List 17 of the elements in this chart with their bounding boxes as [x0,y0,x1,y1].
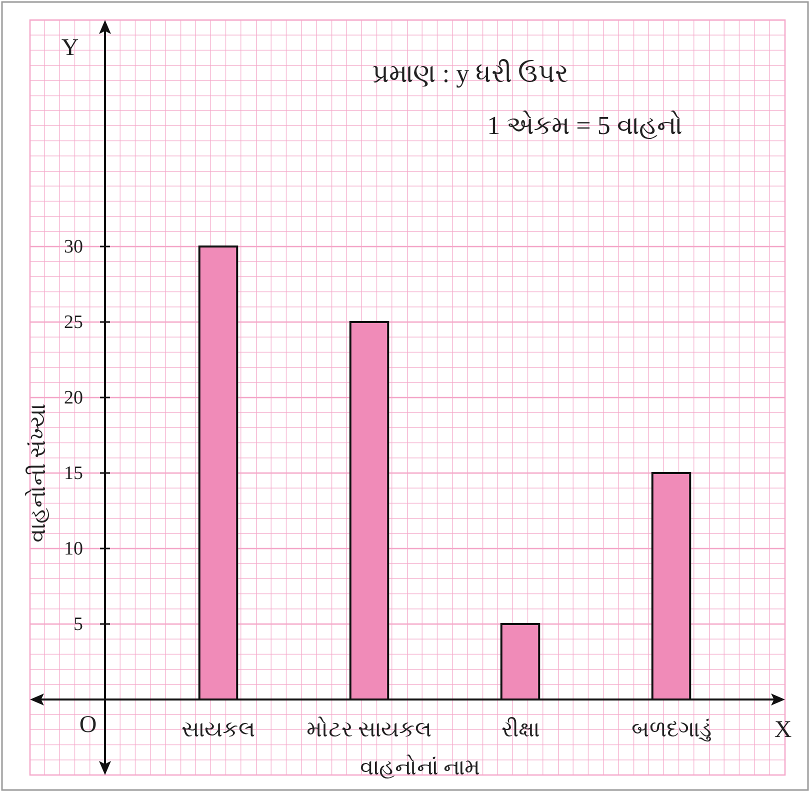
xtick: સાયકલ [181,716,256,742]
xtick: બળદગાડું [631,716,712,742]
ytick: 10 [64,538,83,560]
annotation: X [774,717,792,743]
xtick: મોટર સાયકલ [306,716,432,742]
xlabel: વાહનોનાં નામ [360,754,480,780]
annotation: Y [61,35,79,61]
ytick: 30 [64,236,83,258]
ytick: 25 [64,312,83,333]
ytick: 20 [64,388,83,408]
annotation: O [79,712,97,738]
ytick: 5 [74,614,83,635]
xtick: રીક્ષા [501,716,540,742]
ylabel: વાહનોની સંખ્યા [25,404,50,542]
ytick: 15 [64,463,83,484]
annotation: પ્રમાણ : y ધરી ઉપર [372,59,568,88]
annotation: 1 એકમ = 5 વાહનો [487,111,683,140]
